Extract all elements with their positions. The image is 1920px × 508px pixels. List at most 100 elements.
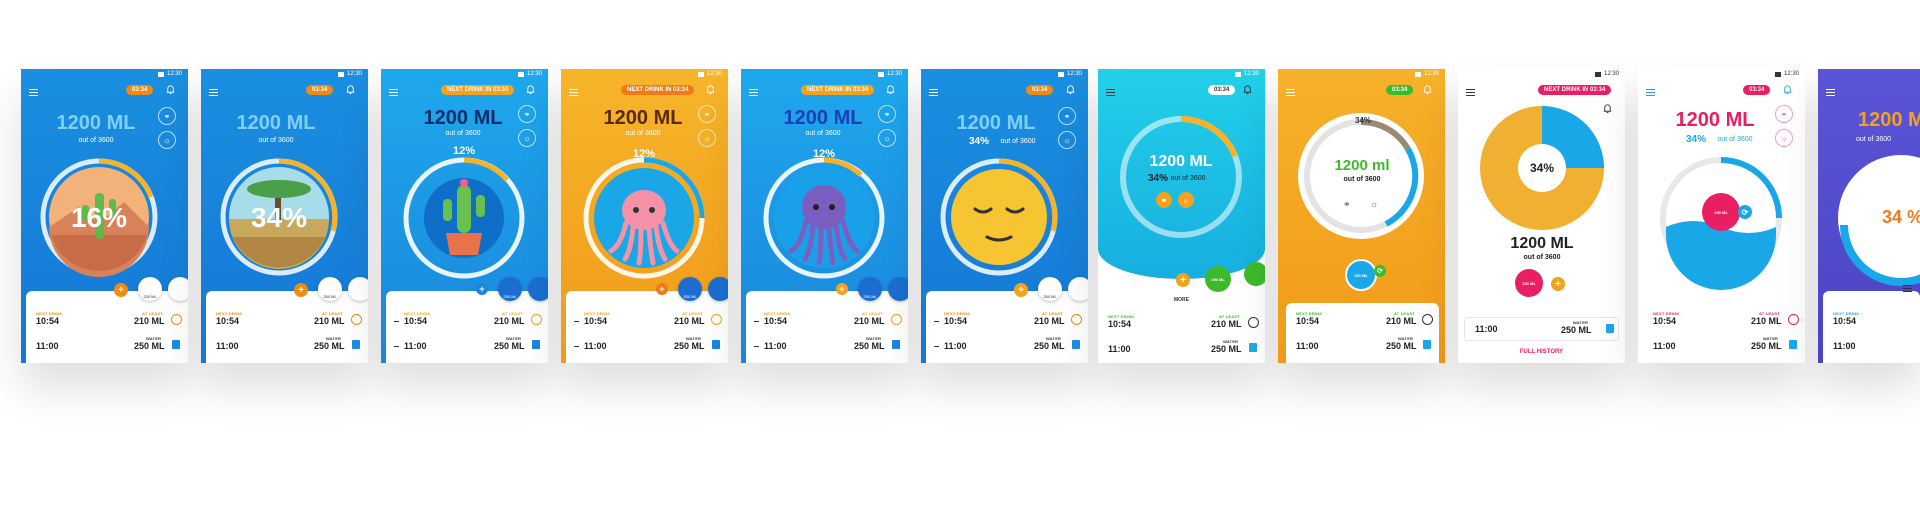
next-drink-label: NEXT DRINK <box>764 311 791 316</box>
dumbbell-button[interactable]: ⚭ <box>158 107 176 125</box>
drink-400-button[interactable] <box>168 277 188 301</box>
menu-icon[interactable] <box>1286 87 1295 98</box>
sun-icon[interactable]: ☼ <box>1370 199 1379 209</box>
screen-2: 12:30 03:34 1200 ML out of 3600 34% + 25… <box>201 69 368 363</box>
bell-icon[interactable] <box>1422 84 1433 95</box>
next-drink-time: 10:54 <box>764 316 788 326</box>
bell-icon[interactable] <box>885 84 896 95</box>
add-button[interactable]: + <box>294 283 308 297</box>
timer-badge: 03:34 <box>126 85 154 95</box>
cup-icon <box>172 340 180 349</box>
add-button[interactable]: + <box>476 283 488 295</box>
water-row[interactable]: 11:00 WATER 250 ML <box>1106 339 1259 359</box>
drink-250-button[interactable]: 250 ML <box>498 277 522 301</box>
intake-amount: 1200 ML <box>1675 109 1755 131</box>
sun-button[interactable]: ☼ <box>1058 131 1076 149</box>
sun-button[interactable]: ☼ <box>698 129 716 147</box>
menu-icon[interactable] <box>29 87 38 98</box>
list-icon[interactable] <box>1903 283 1912 294</box>
water-row[interactable]: 11:00 WATER 250 ML <box>754 336 902 356</box>
water-row[interactable]: 11:00 WATER 250 ML <box>1294 336 1433 356</box>
drink-250-button[interactable]: 250 ML <box>318 277 342 301</box>
bell-icon[interactable] <box>345 84 356 95</box>
bell-icon[interactable] <box>165 84 176 95</box>
menu-icon[interactable] <box>1466 87 1475 98</box>
next-drink-row[interactable]: NEXT DRINK 10:54 AT LEAST 210 ML <box>934 311 1082 331</box>
menu-icon[interactable] <box>1106 87 1115 98</box>
next-drink-row[interactable]: NEXT DRINK 10:54 AT LEAST 210 ML <box>394 311 542 331</box>
sun-button[interactable]: ☼ <box>158 131 176 149</box>
sun-button[interactable]: ☼ <box>1775 129 1793 147</box>
drink-400-button[interactable] <box>528 277 548 301</box>
cup-icon <box>712 340 720 349</box>
next-drink-row[interactable]: NEXT DRINK 10:54 <box>1831 311 1914 331</box>
bell-icon[interactable] <box>1782 84 1793 95</box>
dumbbell-button[interactable]: ⚭ <box>1058 107 1076 125</box>
menu-icon[interactable] <box>389 87 398 98</box>
next-drink-row[interactable]: NEXT DRINK 10:54 AT LEAST 210 ML <box>1651 311 1799 331</box>
water-row[interactable]: 11:00 <box>1831 336 1914 356</box>
add-button[interactable]: + <box>836 283 848 295</box>
drink-250-button[interactable]: 250 ML <box>1205 266 1231 292</box>
dumbbell-icon[interactable]: ⚭ <box>1343 199 1351 209</box>
water-row[interactable]: 11:00 WATER 250 ML <box>1651 336 1799 356</box>
menu-icon[interactable] <box>1646 87 1655 98</box>
drink-400-button[interactable] <box>888 277 908 301</box>
refresh-button[interactable]: ⟳ <box>1738 205 1752 219</box>
add-button[interactable]: + <box>1551 277 1565 291</box>
add-button[interactable]: + <box>1014 283 1028 297</box>
next-drink-row[interactable]: NEXT DRINK 10:54 AT LEAST 210 ML <box>754 311 902 331</box>
water-row[interactable]: 11:00 WATER 250 ML <box>394 336 542 356</box>
bell-icon[interactable] <box>1602 103 1613 114</box>
dumbbell-button[interactable]: ⚭ <box>878 105 896 123</box>
more-label[interactable]: MORE <box>1174 297 1189 303</box>
drink-250-button[interactable]: 250 ML <box>138 277 162 301</box>
clock-icon <box>711 314 722 325</box>
drink-250-button[interactable]: 250 ML <box>1345 259 1377 291</box>
water-row[interactable]: 11:00 WATER 250 ML <box>34 336 182 356</box>
drink-400-button[interactable] <box>1244 262 1265 286</box>
menu-icon[interactable] <box>569 87 578 98</box>
drink-400-button[interactable] <box>708 277 728 301</box>
menu-icon[interactable] <box>1826 87 1835 98</box>
bell-icon[interactable] <box>525 84 536 95</box>
dumbbell-button[interactable]: ⚭ <box>1156 192 1172 208</box>
dumbbell-button[interactable]: ⚭ <box>1775 105 1793 123</box>
bell-icon[interactable] <box>1065 84 1076 95</box>
drink-250-button[interactable]: 250 ML <box>1038 277 1062 301</box>
cup-icon <box>1423 340 1431 349</box>
water-row[interactable]: 11:00 WATER 250 ML <box>574 336 722 356</box>
add-button[interactable]: + <box>114 283 128 297</box>
drink-400-button[interactable] <box>1068 277 1088 301</box>
add-button[interactable]: + <box>656 283 668 295</box>
next-drink-row[interactable]: NEXT DRINK 10:54 AT LEAST 210 ML <box>34 311 182 331</box>
drink-400-button[interactable] <box>348 277 368 301</box>
refresh-button[interactable]: ⟳ <box>1374 265 1386 277</box>
next-drink-row[interactable]: NEXT DRINK 10:54 AT LEAST 210 ML <box>214 311 362 331</box>
drink-250-button[interactable]: 250 ML <box>1702 193 1740 231</box>
full-history-link[interactable]: FULL HISTORY <box>1519 349 1564 355</box>
water-row[interactable]: 11:00 WATER 250 ML <box>1464 317 1619 341</box>
sun-button[interactable]: ☼ <box>878 129 896 147</box>
sun-button[interactable]: ☼ <box>518 129 536 147</box>
menu-icon[interactable] <box>209 87 218 98</box>
dumbbell-button[interactable]: ⚭ <box>518 105 536 123</box>
intake-amount: 1200 ML <box>423 107 503 129</box>
menu-icon[interactable] <box>929 87 938 98</box>
progress-ring <box>1120 116 1242 238</box>
add-button[interactable]: + <box>1176 273 1190 287</box>
menu-icon[interactable] <box>749 87 758 98</box>
drink-250-button[interactable]: 250 ML <box>1515 269 1543 297</box>
next-drink-row[interactable]: NEXT DRINK 10:54 AT LEAST 210 ML <box>574 311 722 331</box>
intake-goal: out of 3600 <box>1343 176 1381 183</box>
dumbbell-button[interactable]: ⚭ <box>698 105 716 123</box>
next-drink-row[interactable]: NEXT DRINK 10:54 AT LEAST 210 ML <box>1294 311 1433 331</box>
bell-icon[interactable] <box>705 84 716 95</box>
water-row[interactable]: 11:00 WATER 250 ML <box>214 336 362 356</box>
next-drink-row[interactable]: NEXT DRINK 10:54 AT LEAST 210 ML <box>1106 314 1259 334</box>
sun-button[interactable]: ☼ <box>1178 192 1194 208</box>
drink-250-button[interactable]: 250 ML <box>858 277 882 301</box>
drink-250-button[interactable]: 250 ML <box>678 277 702 301</box>
bell-icon[interactable] <box>1242 84 1253 95</box>
water-row[interactable]: 11:00 WATER 250 ML <box>934 336 1082 356</box>
